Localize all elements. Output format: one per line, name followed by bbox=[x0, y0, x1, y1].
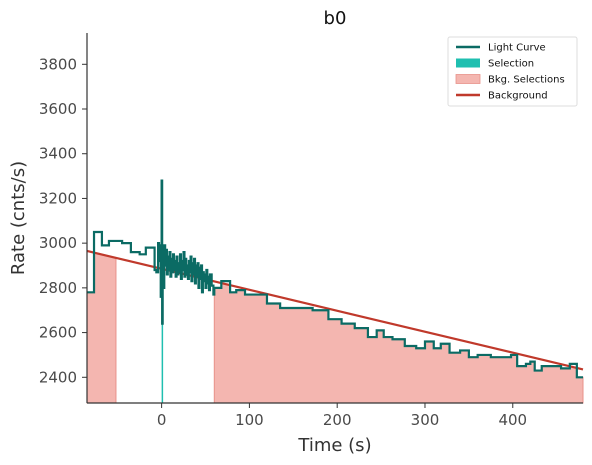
legend-label-background: Background bbox=[488, 91, 548, 102]
x-ticks: 0 100 200 300 400 bbox=[157, 403, 527, 429]
x-tick-label: 300 bbox=[411, 411, 440, 429]
x-tick-label: 400 bbox=[498, 411, 527, 429]
y-tick-label: 3000 bbox=[39, 234, 77, 252]
y-axis-title: Rate (cnts/s) bbox=[8, 161, 29, 275]
y-tick-label: 3800 bbox=[39, 55, 77, 73]
legend-label-bkg-selections: Bkg. Selections bbox=[488, 75, 565, 86]
x-tick-label: 100 bbox=[235, 411, 264, 429]
y-tick-label: 3600 bbox=[39, 100, 77, 118]
legend-frame bbox=[447, 36, 578, 107]
selection-region bbox=[161, 249, 164, 403]
y-tick-label: 3400 bbox=[39, 145, 77, 163]
legend-swatch-selection bbox=[456, 58, 480, 68]
y-tick-label: 2800 bbox=[39, 279, 77, 297]
x-tick-label: 0 bbox=[157, 411, 167, 429]
axes bbox=[86, 33, 583, 404]
x-tick-label: 200 bbox=[323, 411, 352, 429]
bkg-selection-region-2 bbox=[213, 282, 584, 404]
legend-label-light-curve: Light Curve bbox=[488, 43, 546, 54]
y-ticks: 2400 2600 2800 3000 3200 3400 3600 3800 bbox=[39, 55, 87, 386]
legend-label-selection: Selection bbox=[488, 59, 534, 70]
x-axis-title: Time (s) bbox=[297, 435, 371, 456]
y-tick-label: 2400 bbox=[39, 368, 77, 386]
y-tick-label: 3200 bbox=[39, 189, 77, 207]
chart-title: b0 bbox=[324, 8, 347, 29]
y-tick-label: 2600 bbox=[39, 324, 77, 342]
selection-layer bbox=[161, 249, 164, 403]
legend: Light Curve Selection Bkg. Selections Backg… bbox=[447, 36, 578, 107]
legend-swatch-bkg-selections bbox=[455, 74, 481, 84]
light-curve-layer bbox=[87, 179, 583, 379]
light-curve-line bbox=[87, 179, 583, 379]
bkg-selection-region-1 bbox=[86, 252, 117, 404]
